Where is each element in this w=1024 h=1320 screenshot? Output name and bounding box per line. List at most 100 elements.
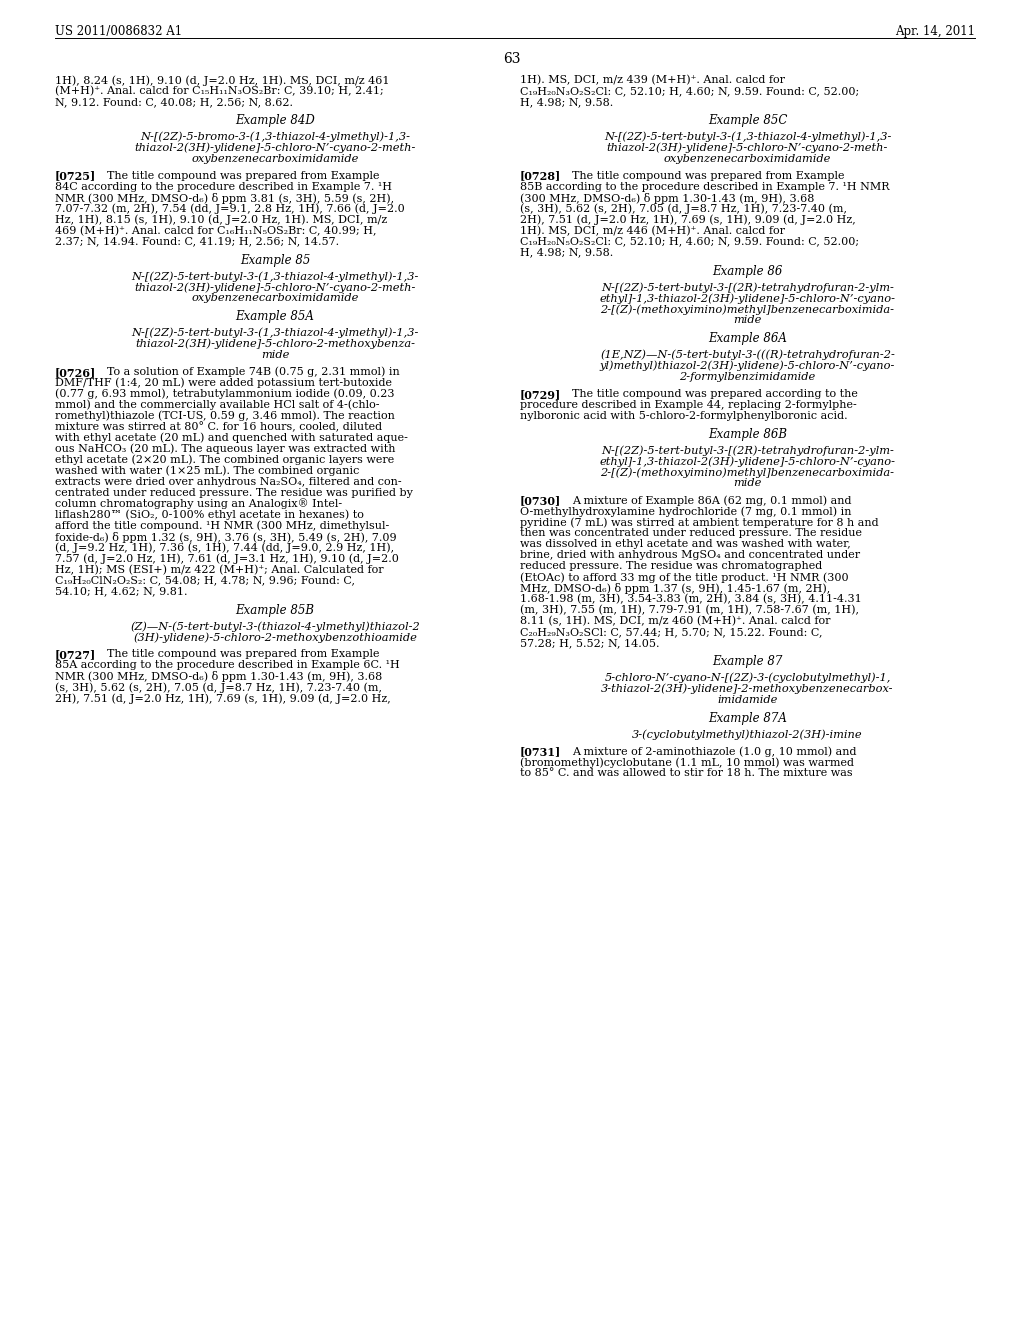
Text: mide: mide bbox=[733, 478, 762, 488]
Text: (d, J=9.2 Hz, 1H), 7.36 (s, 1H), 7.44 (dd, J=9.0, 2.9 Hz, 1H),: (d, J=9.2 Hz, 1H), 7.36 (s, 1H), 7.44 (d… bbox=[55, 543, 394, 553]
Text: thiazol-2(3H)-ylidene]-5-chloro-N’-cyano-2-meth-: thiazol-2(3H)-ylidene]-5-chloro-N’-cyano… bbox=[134, 282, 416, 293]
Text: brine, dried with anhydrous MgSO₄ and concentrated under: brine, dried with anhydrous MgSO₄ and co… bbox=[520, 550, 860, 560]
Text: N-[(2Z)-5-tert-butyl-3-[(2R)-tetrahydrofuran-2-ylm-: N-[(2Z)-5-tert-butyl-3-[(2R)-tetrahydrof… bbox=[601, 282, 894, 293]
Text: (s, 3H), 5.62 (s, 2H), 7.05 (d, J=8.7 Hz, 1H), 7.23-7.40 (m,: (s, 3H), 5.62 (s, 2H), 7.05 (d, J=8.7 Hz… bbox=[55, 682, 382, 693]
Text: N-[(2Z)-5-tert-butyl-3-[(2R)-tetrahydrofuran-2-ylm-: N-[(2Z)-5-tert-butyl-3-[(2R)-tetrahydrof… bbox=[601, 445, 894, 455]
Text: column chromatography using an Analogix® Intel-: column chromatography using an Analogix®… bbox=[55, 499, 342, 510]
Text: H, 4.98; N, 9.58.: H, 4.98; N, 9.58. bbox=[520, 248, 613, 257]
Text: 54.10; H, 4.62; N, 9.81.: 54.10; H, 4.62; N, 9.81. bbox=[55, 586, 187, 597]
Text: NMR (300 MHz, DMSO-d₆) δ ppm 1.30-1.43 (m, 9H), 3.68: NMR (300 MHz, DMSO-d₆) δ ppm 1.30-1.43 (… bbox=[55, 671, 382, 682]
Text: (m, 3H), 7.55 (m, 1H), 7.79-7.91 (m, 1H), 7.58-7.67 (m, 1H),: (m, 3H), 7.55 (m, 1H), 7.79-7.91 (m, 1H)… bbox=[520, 605, 859, 615]
Text: Example 85B: Example 85B bbox=[236, 603, 314, 616]
Text: Hz, 1H); MS (ESI+) m/z 422 (M+H)⁺; Anal. Calculated for: Hz, 1H); MS (ESI+) m/z 422 (M+H)⁺; Anal.… bbox=[55, 565, 384, 576]
Text: 84C according to the procedure described in Example 7. ¹H: 84C according to the procedure described… bbox=[55, 182, 392, 191]
Text: ethyl]-1,3-thiazol-2(3H)-ylidene]-5-chloro-N’-cyano-: ethyl]-1,3-thiazol-2(3H)-ylidene]-5-chlo… bbox=[599, 457, 896, 467]
Text: 469 (M+H)⁺. Anal. calcd for C₁₆H₁₁N₅OS₂Br: C, 40.99; H,: 469 (M+H)⁺. Anal. calcd for C₁₆H₁₁N₅OS₂B… bbox=[55, 226, 377, 236]
Text: 8.11 (s, 1H). MS, DCI, m/z 460 (M+H)⁺. Anal. calcd for: 8.11 (s, 1H). MS, DCI, m/z 460 (M+H)⁺. A… bbox=[520, 616, 830, 627]
Text: (Z)—N-(5-tert-butyl-3-(thiazol-4-ylmethyl)thiazol-2: (Z)—N-(5-tert-butyl-3-(thiazol-4-ylmethy… bbox=[130, 622, 420, 632]
Text: [0725]: [0725] bbox=[55, 170, 96, 182]
Text: extracts were dried over anhydrous Na₂SO₄, filtered and con-: extracts were dried over anhydrous Na₂SO… bbox=[55, 477, 401, 487]
Text: thiazol-2(3H)-ylidene]-5-chloro-2-methoxybenza-: thiazol-2(3H)-ylidene]-5-chloro-2-methox… bbox=[135, 339, 415, 350]
Text: Example 86B: Example 86B bbox=[708, 428, 787, 441]
Text: (bromomethyl)cyclobutane (1.1 mL, 10 mmol) was warmed: (bromomethyl)cyclobutane (1.1 mL, 10 mmo… bbox=[520, 758, 854, 768]
Text: oxybenzenecarboximidamide: oxybenzenecarboximidamide bbox=[191, 293, 358, 304]
Text: 57.28; H, 5.52; N, 14.05.: 57.28; H, 5.52; N, 14.05. bbox=[520, 638, 659, 648]
Text: centrated under reduced pressure. The residue was purified by: centrated under reduced pressure. The re… bbox=[55, 487, 413, 498]
Text: mmol) and the commercially available HCl salt of 4-(chlo-: mmol) and the commercially available HCl… bbox=[55, 400, 380, 411]
Text: C₁₉H₂₀N₅O₂S₂Cl: C, 52.10; H, 4.60; N, 9.59. Found: C, 52.00;: C₁₉H₂₀N₅O₂S₂Cl: C, 52.10; H, 4.60; N, 9.… bbox=[520, 236, 859, 247]
Text: 1H). MS, DCI, m/z 439 (M+H)⁺. Anal. calcd for: 1H). MS, DCI, m/z 439 (M+H)⁺. Anal. calc… bbox=[520, 75, 785, 86]
Text: To a solution of Example 74B (0.75 g, 2.31 mmol) in: To a solution of Example 74B (0.75 g, 2.… bbox=[108, 367, 399, 378]
Text: 1.68-1.98 (m, 3H), 3.54-3.83 (m, 2H), 3.84 (s, 3H), 4.11-4.31: 1.68-1.98 (m, 3H), 3.54-3.83 (m, 2H), 3.… bbox=[520, 594, 862, 605]
Text: procedure described in Example 44, replacing 2-formylphe-: procedure described in Example 44, repla… bbox=[520, 400, 857, 409]
Text: 85A according to the procedure described in Example 6C. ¹H: 85A according to the procedure described… bbox=[55, 660, 399, 671]
Text: (M+H)⁺. Anal. calcd for C₁₅H₁₁N₃OS₂Br: C, 39.10; H, 2.41;: (M+H)⁺. Anal. calcd for C₁₅H₁₁N₃OS₂Br: C… bbox=[55, 86, 384, 96]
Text: thiazol-2(3H)-ylidene]-5-chloro-N’-cyano-2-meth-: thiazol-2(3H)-ylidene]-5-chloro-N’-cyano… bbox=[134, 143, 416, 153]
Text: oxybenzenecarboximidamide: oxybenzenecarboximidamide bbox=[664, 153, 831, 164]
Text: pyridine (7 mL) was stirred at ambient temperature for 8 h and: pyridine (7 mL) was stirred at ambient t… bbox=[520, 517, 879, 528]
Text: C₁₉H₂₀N₃O₂S₂Cl: C, 52.10; H, 4.60; N, 9.59. Found: C, 52.00;: C₁₉H₂₀N₃O₂S₂Cl: C, 52.10; H, 4.60; N, 9.… bbox=[520, 86, 859, 96]
Text: (300 MHz, DMSO-d₆) δ ppm 1.30-1.43 (m, 9H), 3.68: (300 MHz, DMSO-d₆) δ ppm 1.30-1.43 (m, 9… bbox=[520, 193, 814, 203]
Text: N-[(2Z)-5-tert-butyl-3-(1,3-thiazol-4-ylmethyl)-1,3-: N-[(2Z)-5-tert-butyl-3-(1,3-thiazol-4-yl… bbox=[131, 327, 419, 338]
Text: reduced pressure. The residue was chromatographed: reduced pressure. The residue was chroma… bbox=[520, 561, 822, 572]
Text: The title compound was prepared from Example: The title compound was prepared from Exa… bbox=[572, 170, 845, 181]
Text: 2H), 7.51 (d, J=2.0 Hz, 1H), 7.69 (s, 1H), 9.09 (d, J=2.0 Hz,: 2H), 7.51 (d, J=2.0 Hz, 1H), 7.69 (s, 1H… bbox=[55, 693, 391, 704]
Text: [0726]: [0726] bbox=[55, 367, 96, 378]
Text: [0731]: [0731] bbox=[520, 746, 561, 758]
Text: 85B according to the procedure described in Example 7. ¹H NMR: 85B according to the procedure described… bbox=[520, 182, 890, 191]
Text: (EtOAc) to afford 33 mg of the title product. ¹H NMR (300: (EtOAc) to afford 33 mg of the title pro… bbox=[520, 572, 849, 582]
Text: DMF/THF (1:4, 20 mL) were added potassium tert-butoxide: DMF/THF (1:4, 20 mL) were added potassiu… bbox=[55, 378, 392, 388]
Text: (s, 3H), 5.62 (s, 2H), 7.05 (d, J=8.7 Hz, 1H), 7.23-7.40 (m,: (s, 3H), 5.62 (s, 2H), 7.05 (d, J=8.7 Hz… bbox=[520, 203, 847, 214]
Text: 2H), 7.51 (d, J=2.0 Hz, 1H), 7.69 (s, 1H), 9.09 (d, J=2.0 Hz,: 2H), 7.51 (d, J=2.0 Hz, 1H), 7.69 (s, 1H… bbox=[520, 215, 856, 226]
Text: Example 85: Example 85 bbox=[240, 253, 310, 267]
Text: The title compound was prepared from Example: The title compound was prepared from Exa… bbox=[108, 649, 380, 659]
Text: C₁₉H₂₀ClN₂O₂S₂: C, 54.08; H, 4.78; N, 9.96; Found: C,: C₁₉H₂₀ClN₂O₂S₂: C, 54.08; H, 4.78; N, 9.… bbox=[55, 576, 355, 586]
Text: N-[(2Z)-5-tert-butyl-3-(1,3-thiazol-4-ylmethyl)-1,3-: N-[(2Z)-5-tert-butyl-3-(1,3-thiazol-4-yl… bbox=[604, 132, 891, 143]
Text: Example 85C: Example 85C bbox=[708, 114, 787, 127]
Text: mixture was stirred at 80° C. for 16 hours, cooled, diluted: mixture was stirred at 80° C. for 16 hou… bbox=[55, 421, 382, 433]
Text: 2-[(Z)-(methoxyimino)methyl]benzenecarboximida-: 2-[(Z)-(methoxyimino)methyl]benzenecarbo… bbox=[600, 467, 895, 478]
Text: with ethyl acetate (20 mL) and quenched with saturated aque-: with ethyl acetate (20 mL) and quenched … bbox=[55, 433, 408, 444]
Text: 3-(cyclobutylmethyl)thiazol-2(3H)-imine: 3-(cyclobutylmethyl)thiazol-2(3H)-imine bbox=[632, 729, 863, 741]
Text: 7.07-7.32 (m, 2H), 7.54 (dd, J=9.1, 2.8 Hz, 1H), 7.66 (d, J=2.0: 7.07-7.32 (m, 2H), 7.54 (dd, J=9.1, 2.8 … bbox=[55, 203, 404, 214]
Text: foxide-d₆) δ ppm 1.32 (s, 9H), 3.76 (s, 3H), 5.49 (s, 2H), 7.09: foxide-d₆) δ ppm 1.32 (s, 9H), 3.76 (s, … bbox=[55, 532, 396, 543]
Text: then was concentrated under reduced pressure. The residue: then was concentrated under reduced pres… bbox=[520, 528, 862, 539]
Text: mide: mide bbox=[261, 350, 289, 359]
Text: 1H), 8.24 (s, 1H), 9.10 (d, J=2.0 Hz, 1H). MS, DCI, m/z 461: 1H), 8.24 (s, 1H), 9.10 (d, J=2.0 Hz, 1H… bbox=[55, 75, 389, 86]
Text: Hz, 1H), 8.15 (s, 1H), 9.10 (d, J=2.0 Hz, 1H). MS, DCI, m/z: Hz, 1H), 8.15 (s, 1H), 9.10 (d, J=2.0 Hz… bbox=[55, 215, 387, 226]
Text: 2.37; N, 14.94. Found: C, 41.19; H, 2.56; N, 14.57.: 2.37; N, 14.94. Found: C, 41.19; H, 2.56… bbox=[55, 236, 339, 247]
Text: US 2011/0086832 A1: US 2011/0086832 A1 bbox=[55, 25, 182, 38]
Text: thiazol-2(3H)-ylidene]-5-chloro-N’-cyano-2-meth-: thiazol-2(3H)-ylidene]-5-chloro-N’-cyano… bbox=[607, 143, 888, 153]
Text: 2-[(Z)-(methoxyimino)methyl]benzenecarboximida-: 2-[(Z)-(methoxyimino)methyl]benzenecarbo… bbox=[600, 304, 895, 314]
Text: Example 85A: Example 85A bbox=[236, 310, 314, 323]
Text: N-[(2Z)-5-bromo-3-(1,3-thiazol-4-ylmethyl)-1,3-: N-[(2Z)-5-bromo-3-(1,3-thiazol-4-ylmethy… bbox=[140, 132, 410, 143]
Text: 3-thiazol-2(3H)-ylidene]-2-methoxybenzenecarbox-: 3-thiazol-2(3H)-ylidene]-2-methoxybenzen… bbox=[601, 684, 894, 694]
Text: Example 86: Example 86 bbox=[713, 264, 782, 277]
Text: was dissolved in ethyl acetate and was washed with water,: was dissolved in ethyl acetate and was w… bbox=[520, 539, 851, 549]
Text: [0727]: [0727] bbox=[55, 649, 96, 660]
Text: (3H)-ylidene)-5-chloro-2-methoxybenzothioamide: (3H)-ylidene)-5-chloro-2-methoxybenzothi… bbox=[133, 632, 417, 643]
Text: Example 86A: Example 86A bbox=[708, 333, 786, 345]
Text: [0728]: [0728] bbox=[520, 170, 561, 182]
Text: to 85° C. and was allowed to stir for 18 h. The mixture was: to 85° C. and was allowed to stir for 18… bbox=[520, 768, 853, 779]
Text: O-methylhydroxylamine hydrochloride (7 mg, 0.1 mmol) in: O-methylhydroxylamine hydrochloride (7 m… bbox=[520, 506, 852, 516]
Text: ous NaHCO₃ (20 mL). The aqueous layer was extracted with: ous NaHCO₃ (20 mL). The aqueous layer wa… bbox=[55, 444, 395, 454]
Text: washed with water (1×25 mL). The combined organic: washed with water (1×25 mL). The combine… bbox=[55, 466, 359, 477]
Text: (0.77 g, 6.93 mmol), tetrabutylammonium iodide (0.09, 0.23: (0.77 g, 6.93 mmol), tetrabutylammonium … bbox=[55, 388, 394, 399]
Text: [0729]: [0729] bbox=[520, 388, 561, 400]
Text: C₂₀H₂₉N₃O₂SCl: C, 57.44; H, 5.70; N, 15.22. Found: C,: C₂₀H₂₉N₃O₂SCl: C, 57.44; H, 5.70; N, 15.… bbox=[520, 627, 822, 638]
Text: MHz, DMSO-d₆) δ ppm 1.37 (s, 9H), 1.45-1.67 (m, 2H),: MHz, DMSO-d₆) δ ppm 1.37 (s, 9H), 1.45-1… bbox=[520, 583, 830, 594]
Text: liflash280™ (SiO₂, 0-100% ethyl acetate in hexanes) to: liflash280™ (SiO₂, 0-100% ethyl acetate … bbox=[55, 510, 364, 520]
Text: 63: 63 bbox=[503, 51, 521, 66]
Text: Example 84D: Example 84D bbox=[236, 114, 314, 127]
Text: A mixture of 2-aminothiazole (1.0 g, 10 mmol) and: A mixture of 2-aminothiazole (1.0 g, 10 … bbox=[572, 746, 857, 756]
Text: 2-formylbenzimidamide: 2-formylbenzimidamide bbox=[679, 372, 816, 381]
Text: 5-chloro-N’-cyano-N-[(2Z)-3-(cyclobutylmethyl)-1,: 5-chloro-N’-cyano-N-[(2Z)-3-(cyclobutylm… bbox=[604, 673, 891, 684]
Text: 7.57 (d, J=2.0 Hz, 1H), 7.61 (d, J=3.1 Hz, 1H), 9.10 (d, J=2.0: 7.57 (d, J=2.0 Hz, 1H), 7.61 (d, J=3.1 H… bbox=[55, 553, 399, 564]
Text: [0730]: [0730] bbox=[520, 495, 561, 506]
Text: imidamide: imidamide bbox=[718, 694, 777, 705]
Text: Example 87A: Example 87A bbox=[708, 711, 786, 725]
Text: Apr. 14, 2011: Apr. 14, 2011 bbox=[895, 25, 975, 38]
Text: H, 4.98; N, 9.58.: H, 4.98; N, 9.58. bbox=[520, 96, 613, 107]
Text: ethyl acetate (2×20 mL). The combined organic layers were: ethyl acetate (2×20 mL). The combined or… bbox=[55, 454, 394, 465]
